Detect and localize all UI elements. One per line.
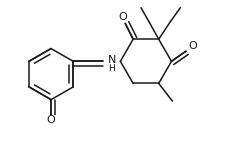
Text: N: N (108, 55, 116, 65)
Text: O: O (47, 115, 56, 125)
Text: O: O (118, 11, 127, 21)
Text: H: H (109, 64, 115, 73)
Text: O: O (189, 41, 197, 51)
